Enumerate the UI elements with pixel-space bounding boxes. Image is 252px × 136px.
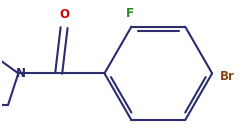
Text: O: O — [59, 8, 69, 21]
Text: Br: Br — [220, 70, 235, 83]
Text: F: F — [126, 7, 134, 20]
Text: N: N — [15, 67, 25, 80]
